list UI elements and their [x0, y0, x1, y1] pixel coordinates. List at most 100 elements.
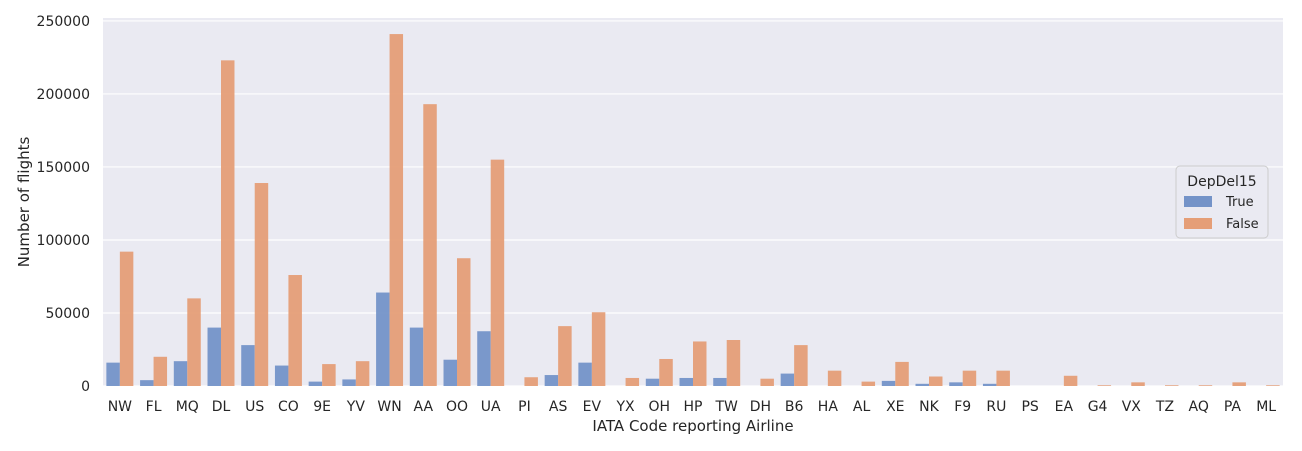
bar-HA-false [827, 370, 842, 386]
x-tick-label: F9 [954, 399, 971, 415]
bar-DL-false [221, 60, 235, 386]
bar-UA-false [490, 159, 505, 386]
x-tick-label: B6 [785, 399, 804, 415]
bar-XE-false [895, 361, 909, 386]
bar-TW-false [726, 340, 741, 386]
bar-UA-true [477, 331, 491, 386]
bar-WN-false [389, 34, 404, 387]
bar-RU-false [996, 370, 1010, 386]
bar-EA-false [1063, 375, 1078, 386]
bar-OH-true [645, 378, 660, 386]
x-tick-label: EV [583, 399, 602, 415]
bar-YV-false [355, 361, 370, 386]
bar-HP-false [693, 341, 707, 386]
bar-G4-false [1097, 385, 1112, 386]
x-tick-label: US [245, 399, 264, 415]
y-tick-label: 150000 [37, 160, 90, 176]
x-tick-label: AS [549, 399, 568, 415]
x-tick-label: OO [446, 399, 468, 415]
bar-AA-true [409, 327, 424, 386]
bar-DH-false [760, 378, 774, 386]
x-tick-label: AL [853, 399, 871, 415]
x-tick-label: ML [1256, 399, 1276, 415]
bar-AL-false [861, 381, 876, 386]
y-tick-label: 100000 [37, 233, 90, 249]
bar-NW-false [119, 251, 134, 386]
bar-EV-true [578, 362, 592, 386]
bar-9E-true [308, 381, 323, 386]
x-tick-label: NK [919, 399, 939, 415]
x-tick-label: PI [518, 399, 531, 415]
bar-US-false [254, 183, 269, 386]
x-tick-label: PS [1021, 399, 1038, 415]
x-tick-label: PA [1224, 399, 1242, 415]
legend: DepDel15 True False [1175, 165, 1269, 239]
x-tick-label: XE [886, 399, 904, 415]
bar-OH-false [659, 358, 673, 386]
x-tick-label: HA [818, 399, 839, 415]
bar-TW-true [713, 377, 727, 386]
x-tick-label: UA [481, 399, 501, 415]
bar-OO-true [443, 359, 457, 386]
x-tick-label: RU [986, 399, 1006, 415]
bar-NK-false [929, 376, 943, 386]
bar-FL-true [140, 380, 154, 386]
bar-HP-true [679, 377, 693, 386]
bar-AQ-false [1198, 385, 1213, 386]
bar-CO-true [274, 365, 289, 386]
x-tick-label: G4 [1088, 399, 1108, 415]
x-axis-label: IATA Code reporting Airline [592, 417, 793, 435]
bar-YX-false [625, 377, 640, 386]
y-axis-label: Number of flights [15, 137, 33, 268]
x-tick-label: NW [108, 399, 132, 415]
bar-NW-true [106, 362, 120, 386]
x-tick-label: 9E [313, 399, 331, 415]
x-axis-ticks: NW FL MQ DL US CO 9E YV WN AA OO UA PI AS EV YX OH HP TW DH… [108, 399, 1277, 415]
bar-YV-true [342, 379, 356, 386]
bar-RU-true [982, 383, 997, 386]
bar-PI-false [524, 377, 538, 386]
bar-9E-false [322, 364, 336, 386]
x-tick-label: DL [212, 399, 231, 415]
x-tick-label: VX [1122, 399, 1142, 415]
legend-title: DepDel15 [1187, 174, 1256, 190]
x-tick-label: YV [346, 399, 366, 415]
y-tick-label: 250000 [37, 14, 90, 30]
bar-ML-false [1266, 385, 1280, 386]
bar-OO-false [457, 258, 471, 386]
x-tick-label: CO [278, 399, 299, 415]
x-tick-label: TW [715, 399, 739, 415]
bar-FL-false [153, 356, 168, 386]
bar-CO-false [288, 275, 302, 386]
bar-VX-false [1131, 382, 1145, 386]
x-tick-label: MQ [176, 399, 199, 415]
bar-XE-true [881, 380, 896, 386]
y-tick-label: 0 [81, 379, 90, 395]
x-tick-label: EA [1055, 399, 1074, 415]
bar-DL-true [207, 327, 221, 386]
bar-EV-false [591, 312, 606, 386]
bar-B6-true [780, 373, 795, 386]
x-tick-label: WN [377, 399, 401, 415]
bar-MQ-true [173, 361, 188, 386]
bar-F9-false [962, 370, 977, 386]
bar-AA-false [423, 104, 437, 387]
bars [106, 34, 1280, 387]
bar-WN-true [376, 292, 390, 386]
bar-AS-true [544, 375, 559, 386]
x-tick-label: AQ [1189, 399, 1209, 415]
legend-swatch-false [1184, 218, 1212, 229]
x-tick-label: AA [414, 399, 434, 415]
legend-label-false: False [1226, 217, 1259, 232]
bar-PA-false [1232, 382, 1246, 386]
bar-US-true [241, 345, 255, 386]
x-tick-label: OH [649, 399, 671, 415]
legend-swatch-true [1184, 196, 1212, 207]
bar-F9-true [949, 382, 963, 386]
legend-label-true: True [1225, 195, 1254, 210]
plot-background [103, 18, 1283, 386]
x-tick-label: TZ [1155, 399, 1174, 415]
bar-B6-false [794, 345, 808, 386]
y-tick-label: 50000 [45, 306, 90, 322]
